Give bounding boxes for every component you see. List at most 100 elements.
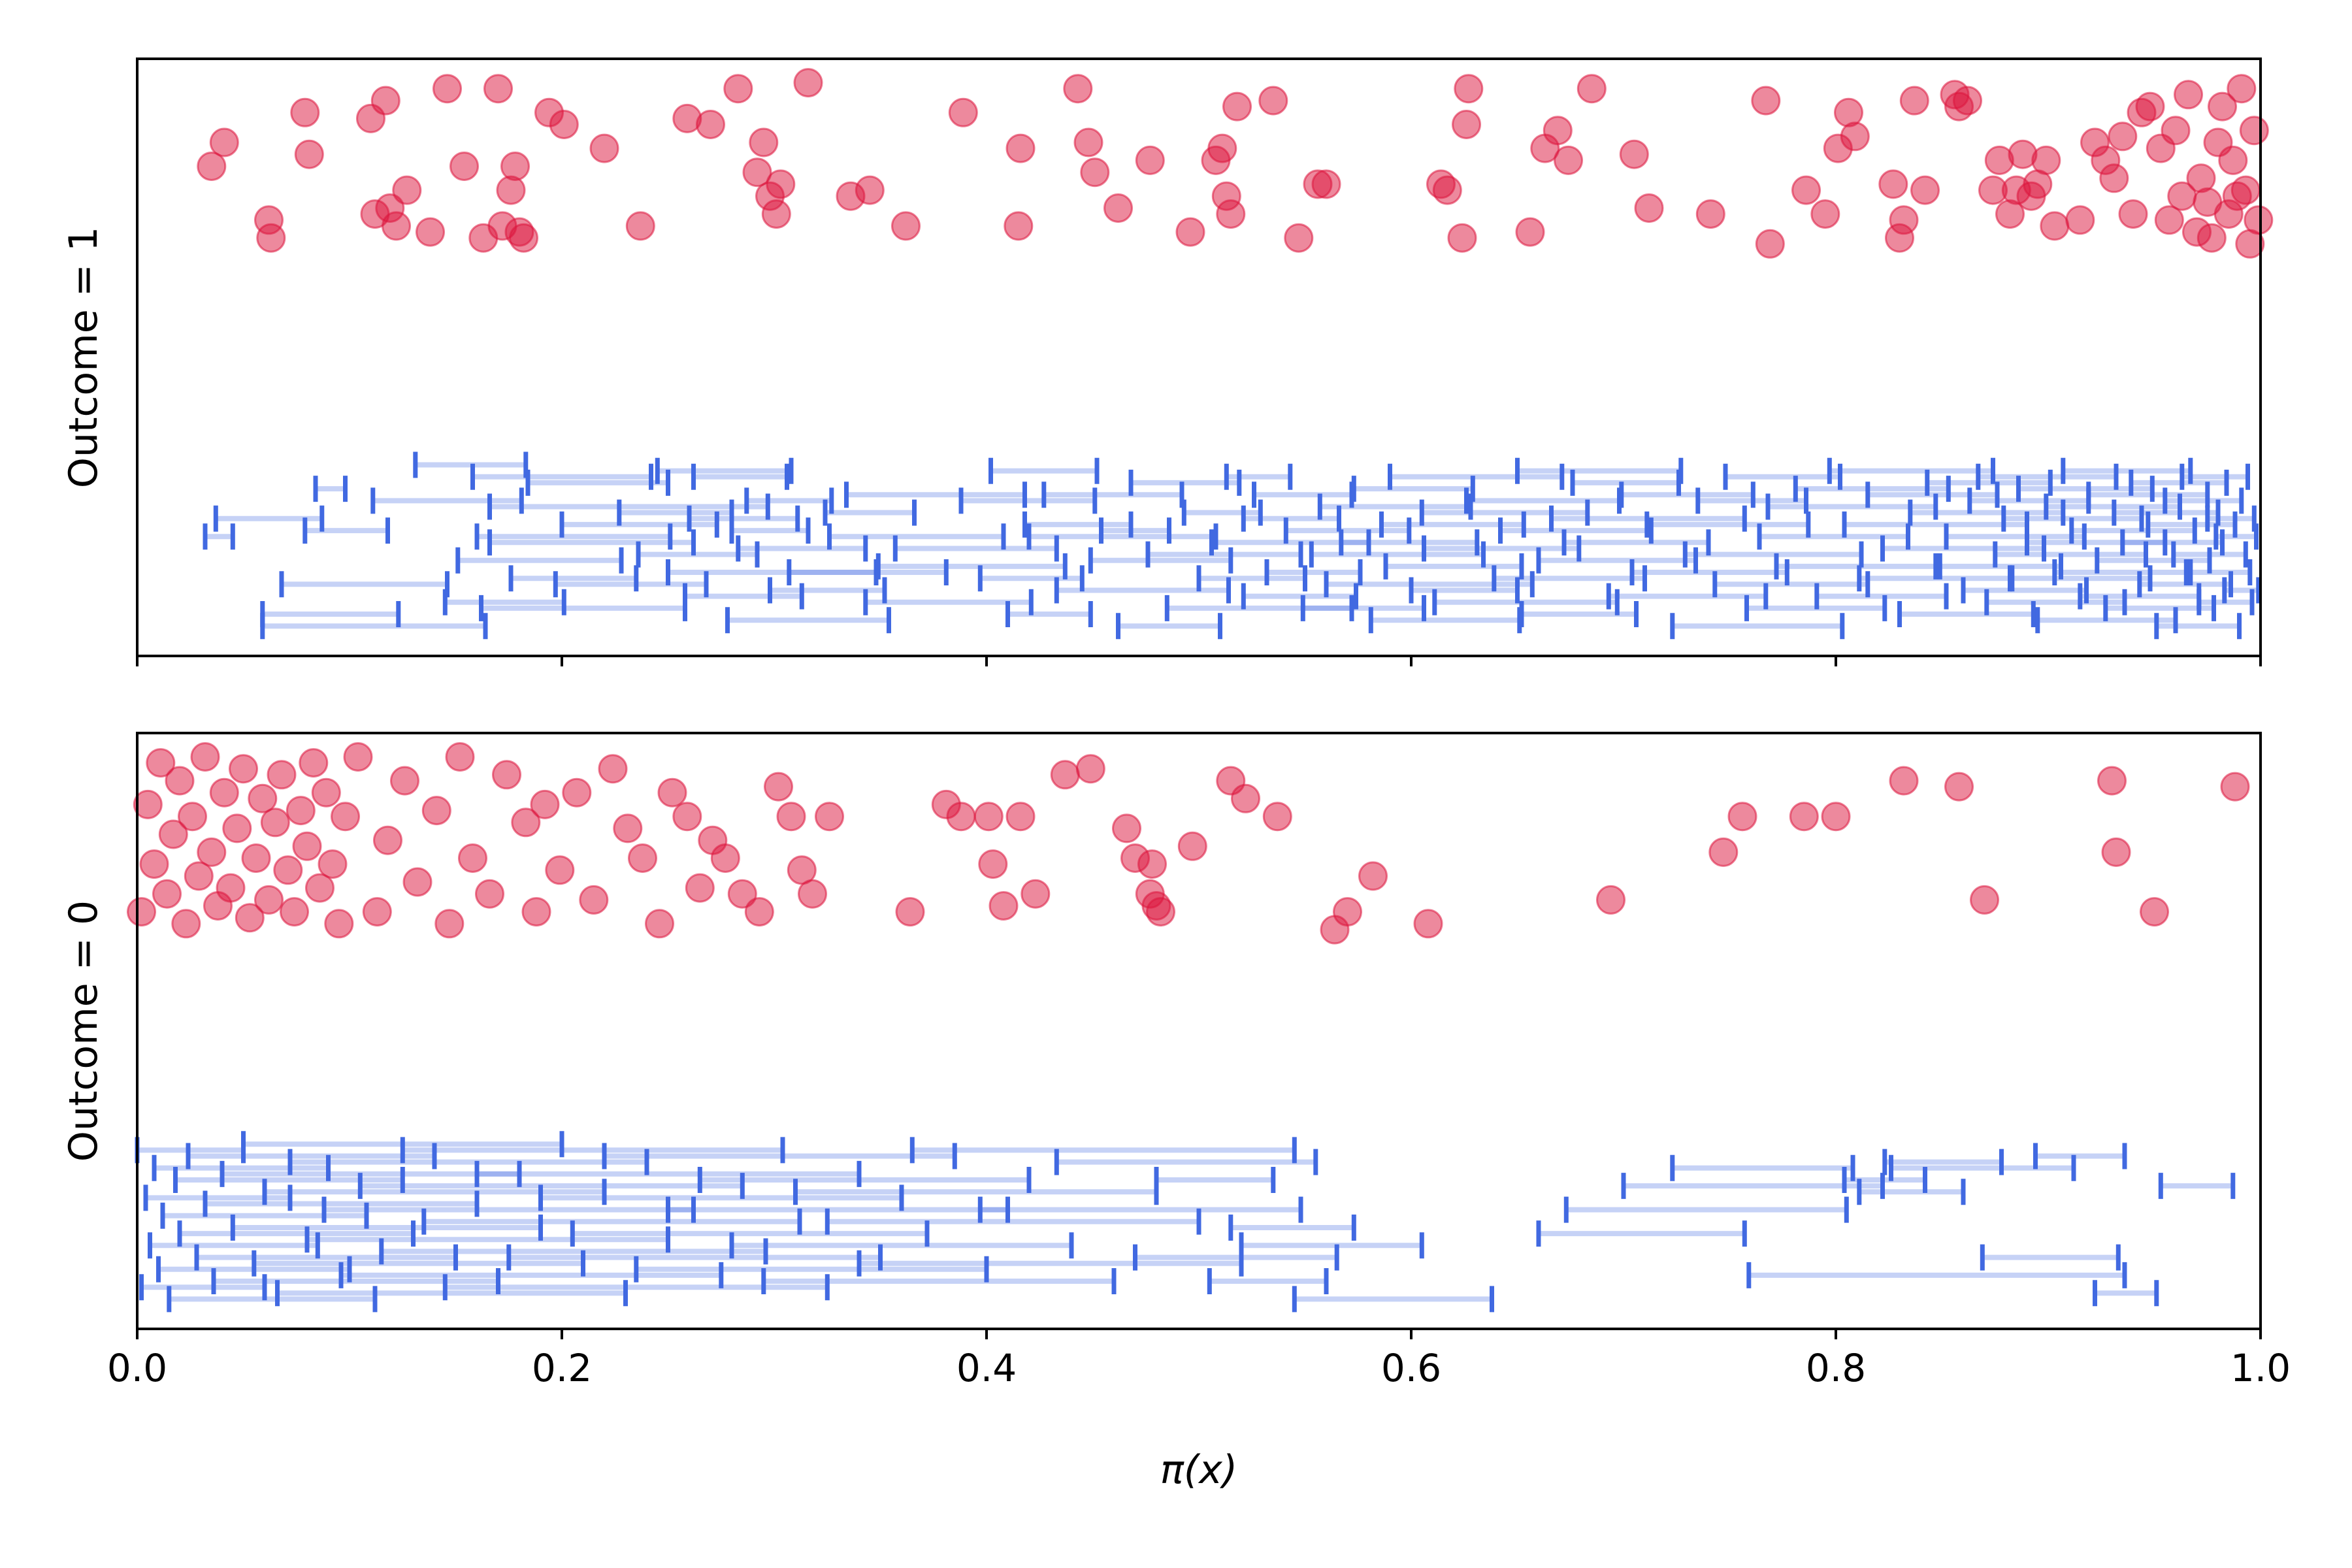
data-point: [776, 802, 806, 832]
data-point: [370, 86, 400, 116]
data-point: [260, 808, 290, 838]
data-point: [500, 152, 530, 181]
data-point: [449, 152, 479, 181]
data-point: [798, 879, 827, 909]
data-point: [1889, 205, 1919, 235]
data-point: [390, 766, 419, 796]
data-point: [727, 879, 757, 909]
data-point: [742, 157, 772, 188]
data-point: [1005, 802, 1036, 832]
data-point: [362, 897, 392, 927]
top-y-axis-label: Outcome = 1: [61, 227, 106, 488]
data-point: [475, 879, 504, 909]
data-point: [1112, 813, 1141, 843]
data-point: [2031, 145, 2061, 175]
top-x-ticks: [136, 656, 2262, 666]
data-point: [1755, 229, 1785, 259]
data-point: [1080, 157, 1110, 188]
data-point: [433, 74, 462, 104]
data-point: [549, 110, 579, 139]
data-point: [855, 175, 885, 205]
data-point: [241, 843, 271, 873]
panel-top: Outcome = 1: [61, 57, 2274, 666]
data-point: [2118, 199, 2148, 229]
data-point: [1899, 86, 1929, 116]
data-point: [1063, 74, 1093, 104]
bottom-x-ticks: 0.0 0.2 0.4 0.6 0.8 1.0: [107, 1329, 2291, 1390]
data-point: [1543, 116, 1573, 146]
data-point: [1910, 175, 1940, 205]
data-point: [133, 789, 163, 819]
data-point: [710, 843, 740, 873]
data-point: [1021, 879, 1051, 909]
data-point: [2218, 145, 2248, 175]
data-point: [292, 831, 322, 861]
data-point: [267, 760, 297, 790]
data-point: [1695, 199, 1725, 229]
data-point: [1222, 91, 1252, 122]
data-point: [2230, 175, 2261, 205]
data-point: [2227, 74, 2257, 104]
data-point: [458, 843, 487, 873]
x-axis-label: π(x): [1160, 1447, 1237, 1493]
data-point: [1576, 74, 1607, 104]
data-point: [209, 777, 239, 808]
data-point: [1727, 802, 1757, 832]
data-point: [2220, 772, 2250, 802]
data-point: [744, 897, 774, 927]
data-point: [273, 855, 303, 885]
data-point: [598, 754, 628, 784]
data-point: [229, 754, 258, 784]
data-point: [492, 760, 521, 790]
data-point: [579, 885, 609, 915]
data-point: [749, 127, 779, 157]
data-point: [318, 849, 348, 879]
data-point: [685, 873, 715, 903]
bottom-axes-frame: [136, 732, 2262, 1330]
data-point: [299, 748, 329, 778]
data-point: [496, 175, 526, 205]
data-point: [895, 897, 925, 927]
data-point: [530, 789, 560, 819]
data-point: [1840, 122, 1870, 152]
data-point: [2099, 163, 2129, 193]
data-point: [1005, 133, 1036, 163]
data-point: [764, 772, 793, 802]
data-point: [545, 855, 575, 885]
data-point: [286, 796, 316, 826]
data-point: [645, 909, 674, 939]
data-point: [139, 849, 169, 879]
data-point: [2135, 91, 2165, 122]
data-point: [382, 211, 411, 241]
data-point: [294, 139, 324, 169]
data-point: [1146, 897, 1175, 927]
data-point: [171, 909, 201, 939]
data-point: [1953, 86, 1982, 116]
data-point: [628, 843, 657, 873]
data-point: [402, 867, 433, 897]
data-point: [1358, 861, 1388, 891]
data-point: [197, 152, 227, 181]
data-point: [1447, 223, 1477, 253]
data-point: [766, 169, 796, 199]
data-point: [1135, 145, 1165, 175]
data-point: [445, 742, 475, 772]
data-point: [1258, 86, 1288, 116]
data-point: [1554, 145, 1583, 175]
data-point: [1311, 169, 1341, 199]
data-point: [815, 802, 844, 832]
data-point: [190, 742, 220, 772]
data-point: [222, 813, 252, 843]
data-point: [1789, 802, 1819, 832]
data-point: [2208, 91, 2237, 122]
data-point: [373, 825, 402, 855]
data-point: [1216, 199, 1246, 229]
data-point: [392, 175, 422, 205]
data-point: [209, 127, 239, 157]
data-point: [1970, 885, 1999, 915]
data-point: [1284, 223, 1314, 253]
data-point: [973, 802, 1004, 832]
x-tick-label: 0.2: [532, 1346, 592, 1390]
data-point: [1515, 217, 1545, 247]
data-point: [416, 217, 445, 247]
